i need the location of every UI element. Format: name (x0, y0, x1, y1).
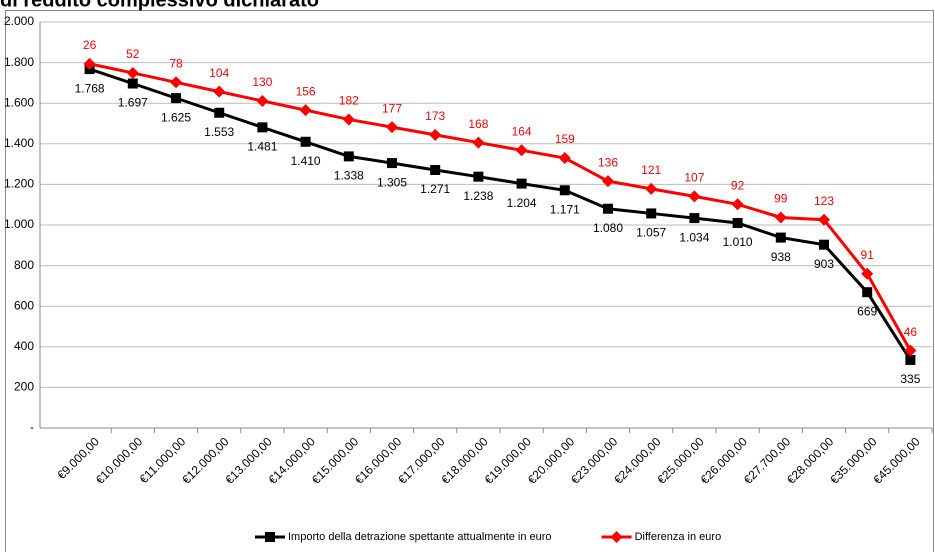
marker (515, 144, 528, 157)
data-label: 107 (684, 171, 704, 185)
marker (342, 113, 355, 126)
y-tick-label: 600 (14, 298, 34, 312)
data-label: 938 (771, 250, 791, 264)
marker (602, 175, 614, 188)
chart-frame (5, 10, 934, 556)
data-label: 121 (641, 163, 661, 177)
marker (343, 151, 354, 162)
marker (905, 354, 916, 365)
marker (429, 128, 442, 141)
data-label: 52 (126, 47, 140, 61)
data-label: 1.768 (75, 81, 105, 95)
marker (213, 85, 226, 98)
marker (610, 531, 623, 543)
marker (774, 211, 787, 224)
marker (818, 213, 830, 226)
marker (300, 136, 311, 147)
data-label: 1.034 (679, 230, 709, 244)
y-tick-label: - (30, 420, 34, 434)
marker (516, 178, 527, 189)
marker (862, 287, 873, 298)
marker (819, 239, 829, 250)
data-label: 159 (555, 132, 575, 146)
marker (299, 104, 312, 117)
y-tick-label: 1.400 (4, 136, 34, 150)
marker (256, 94, 269, 107)
marker (861, 267, 874, 280)
y-tick-label: 2.000 (4, 14, 34, 28)
y-tick-label: 1.600 (4, 95, 34, 109)
marker (170, 76, 182, 89)
y-tick-label: 200 (14, 380, 34, 394)
marker (732, 217, 743, 228)
data-label: 1.271 (420, 182, 450, 196)
marker (688, 190, 701, 203)
series-line (89, 67, 912, 361)
marker (731, 198, 744, 211)
marker (904, 344, 917, 357)
marker (171, 93, 181, 104)
data-label: 335 (900, 372, 920, 386)
data-label: 136 (598, 155, 618, 169)
marker (603, 203, 613, 214)
marker (83, 57, 96, 70)
data-label: 1.697 (118, 96, 148, 110)
data-label: 1.204 (507, 196, 537, 210)
marker (126, 66, 139, 79)
marker (430, 164, 441, 175)
marker (127, 78, 138, 89)
legend-label: Importo della detrazione spettante attua… (288, 531, 552, 543)
data-label: 168 (468, 117, 488, 131)
y-tick-label: 1.000 (4, 217, 34, 231)
marker (646, 208, 657, 219)
data-label: 1.238 (463, 189, 493, 203)
data-label: 1.625 (161, 110, 191, 124)
y-tick-label: 400 (14, 339, 34, 353)
data-label: 1.080 (593, 221, 623, 235)
data-label: 1.010 (723, 235, 753, 249)
marker (214, 107, 225, 118)
data-label: 99 (774, 192, 788, 206)
chart-title: di reddito complessivo dichiarato (0, 0, 319, 11)
marker (387, 158, 397, 169)
data-label: 1.305 (377, 175, 407, 189)
data-label: 903 (814, 257, 834, 271)
y-tick-label: 1.200 (4, 177, 34, 191)
data-label: 123 (814, 194, 834, 208)
data-label: 78 (169, 56, 183, 70)
data-label: 26 (83, 38, 97, 52)
data-label: 130 (252, 75, 272, 89)
y-tick-label: 1.800 (4, 55, 34, 69)
marker (558, 152, 571, 165)
data-label: 92 (731, 178, 745, 192)
y-tick-label: 800 (14, 258, 34, 272)
data-label: 1.171 (550, 202, 580, 216)
marker (257, 122, 268, 133)
data-label: 156 (296, 84, 316, 98)
data-label: 104 (209, 66, 229, 80)
legend-label: Differenza in euro (635, 531, 722, 543)
marker (265, 532, 275, 542)
data-label: 173 (425, 109, 445, 123)
data-label: 46 (904, 325, 918, 339)
marker (775, 232, 786, 243)
data-label: 1.481 (247, 140, 277, 154)
marker (472, 136, 485, 149)
data-label: 91 (861, 248, 875, 262)
data-label: 182 (339, 94, 359, 108)
data-label: 1.057 (636, 226, 666, 240)
marker (689, 213, 700, 224)
data-label: 1.553 (204, 125, 234, 139)
data-label: 164 (512, 124, 532, 138)
data-label: 177 (382, 101, 402, 115)
series-line (89, 62, 912, 352)
marker (645, 182, 658, 195)
data-label: 1.338 (334, 169, 364, 183)
data-label: 669 (857, 304, 877, 318)
data-label: 1.410 (291, 154, 321, 168)
marker (386, 121, 398, 134)
marker (473, 171, 484, 182)
marker (559, 185, 570, 196)
